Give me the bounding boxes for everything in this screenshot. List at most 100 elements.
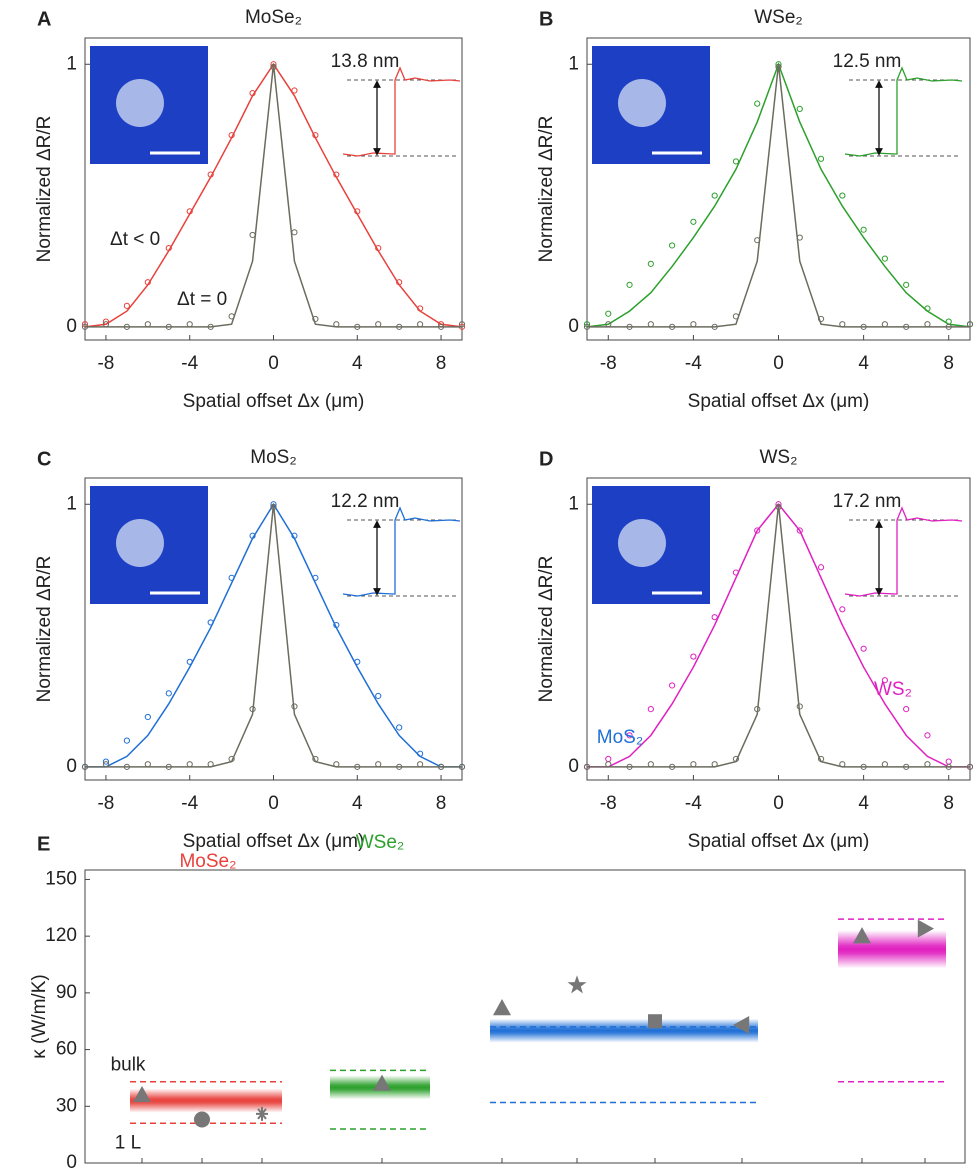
chart-title: MoS₂ — [250, 447, 296, 468]
bulk-label: bulk — [111, 1055, 146, 1076]
inset-image — [90, 486, 208, 604]
data-point — [711, 614, 718, 621]
data-point — [249, 231, 256, 239]
data-point — [754, 527, 761, 534]
y-axis-label: Normalized ΔR/R — [34, 556, 55, 703]
data-point — [647, 705, 654, 713]
data-point — [605, 755, 612, 763]
inset-flake — [116, 519, 164, 567]
data-point — [881, 677, 888, 684]
y-axis-label: Normalized ΔR/R — [536, 556, 557, 703]
literature-point — [194, 1111, 210, 1128]
data-point — [417, 761, 424, 768]
y-tick-label: 0 — [66, 316, 77, 337]
x-tick-label: -8 — [97, 353, 114, 374]
literature-point — [133, 1085, 151, 1103]
x-tick-label: 8 — [943, 793, 954, 814]
data-point — [165, 690, 172, 697]
y-tick-label: 0 — [66, 1152, 77, 1173]
data-point — [690, 321, 697, 328]
thickness-label: 12.2 nm — [331, 491, 400, 512]
thickness-label: 12.5 nm — [833, 51, 902, 72]
x-axis-label: Spatial offset Δx (μm) — [183, 831, 365, 852]
height-profile — [844, 506, 963, 597]
literature-point — [256, 1106, 268, 1121]
group-label: MoS₂ — [597, 727, 643, 748]
y-tick-label: 0 — [66, 756, 77, 777]
data-point — [144, 761, 151, 768]
data-point — [690, 218, 697, 225]
data-point — [903, 281, 910, 288]
data-point — [881, 761, 888, 768]
data-point — [924, 761, 931, 768]
data-point — [796, 527, 803, 534]
data-point — [144, 713, 151, 721]
data-point — [860, 226, 867, 233]
data-point — [647, 260, 654, 267]
x-tick-label: 0 — [268, 353, 279, 374]
literature-point — [917, 919, 934, 938]
y-tick-label: 1 — [568, 493, 579, 514]
panel-label: C — [37, 448, 51, 470]
x-axis-label: Spatial offset Δx (μm) — [688, 831, 870, 852]
x-tick-label: 4 — [352, 793, 363, 814]
data-point — [605, 310, 612, 317]
x-tick-label: 0 — [773, 793, 784, 814]
annotation: Δt < 0 — [110, 229, 160, 250]
data-point — [123, 302, 130, 309]
x-axis-label: Spatial offset Δx (μm) — [183, 391, 365, 412]
inset-flake — [618, 519, 666, 567]
x-tick-label: 8 — [436, 793, 447, 814]
x-tick-label: 0 — [773, 353, 784, 374]
chart-title: MoSe₂ — [245, 7, 302, 28]
y-tick-label: 0 — [568, 756, 579, 777]
y-tick-label: 60 — [56, 1039, 77, 1060]
monolayer-label: 1 L — [115, 1132, 141, 1153]
group-label: MoSe₂ — [179, 851, 236, 872]
data-point — [945, 758, 952, 765]
panel-label: E — [37, 833, 50, 855]
data-point — [754, 100, 761, 107]
x-tick-label: -4 — [685, 793, 702, 814]
y-tick-label: 1 — [66, 53, 77, 74]
x-tick-label: 8 — [436, 353, 447, 374]
y-tick-label: 1 — [66, 493, 77, 514]
data-point — [690, 653, 697, 660]
x-tick-label: -4 — [181, 353, 198, 374]
x-tick-label: -8 — [600, 793, 617, 814]
data-point — [102, 758, 110, 765]
y-tick-label: 150 — [45, 868, 77, 889]
x-tick-label: -4 — [181, 793, 198, 814]
data-point — [881, 321, 888, 328]
fit-line — [85, 504, 462, 768]
data-point — [186, 761, 193, 768]
x-tick-label: -8 — [600, 353, 617, 374]
inset-image — [90, 46, 208, 164]
x-axis-label: Spatial offset Δx (μm) — [688, 391, 870, 412]
data-point — [711, 192, 718, 199]
data-point — [860, 645, 867, 652]
data-point — [186, 321, 193, 328]
x-tick-label: 0 — [268, 793, 279, 814]
data-point — [817, 155, 825, 162]
data-point — [647, 321, 654, 328]
data-point — [924, 732, 931, 739]
data-point — [881, 255, 888, 262]
data-point — [375, 692, 382, 700]
inset-image — [592, 46, 710, 164]
x-tick-label: -4 — [685, 353, 702, 374]
panel-label: B — [539, 8, 553, 30]
data-point — [291, 229, 298, 236]
annotation: Δt = 0 — [177, 289, 227, 310]
data-point — [690, 761, 697, 768]
data-point — [817, 564, 825, 571]
kappa-band — [490, 1018, 758, 1043]
x-tick-label: 4 — [352, 353, 363, 374]
data-point — [817, 315, 825, 323]
fit-line — [85, 64, 462, 328]
literature-point — [567, 975, 587, 994]
height-profile — [342, 506, 461, 597]
data-point — [626, 732, 633, 739]
y-tick-label: 90 — [56, 982, 77, 1003]
y-axis-label: Normalized ΔR/R — [536, 116, 557, 263]
